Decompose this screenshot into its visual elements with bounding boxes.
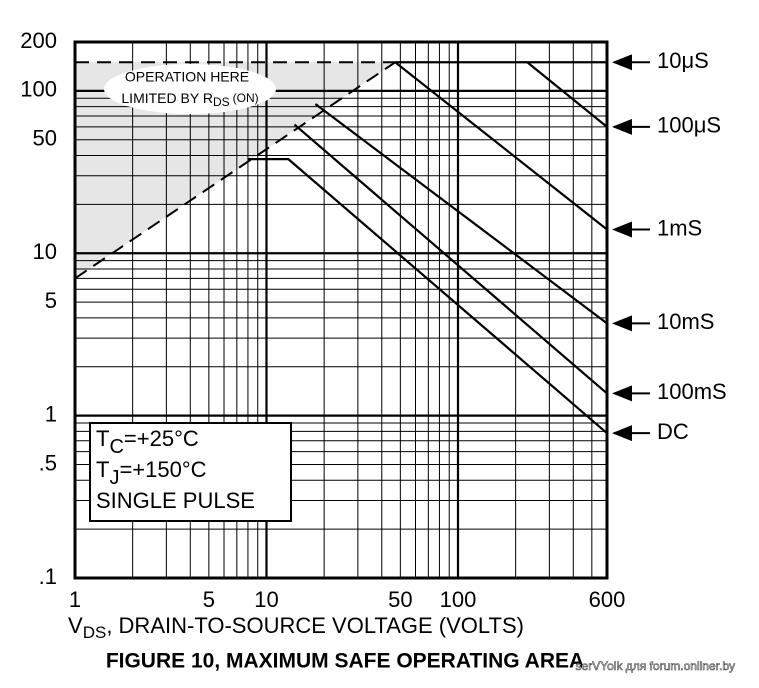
- condition-part: T: [96, 457, 109, 482]
- x-label-part: V: [68, 613, 83, 638]
- annotation-bubble: [104, 64, 276, 114]
- y-tick-label: 1: [45, 401, 57, 426]
- condition-text: SINGLE PULSE: [96, 488, 255, 513]
- x-tick-label: 100: [440, 587, 477, 612]
- y-tick-label: 10: [33, 239, 57, 264]
- y-tick-label: 5: [45, 288, 57, 313]
- legend-label: 10mS: [657, 309, 714, 334]
- x-tick-label: 1: [69, 587, 81, 612]
- annotation-sub: DS: [213, 95, 230, 109]
- rds-limit-line: [74, 61, 396, 280]
- soa-line: [394, 61, 608, 231]
- x-tick-label: 600: [589, 587, 626, 612]
- watermark: serVYolk для forum.onliner.by: [576, 659, 735, 673]
- legend-label: 1mS: [657, 215, 702, 240]
- annotation-part: (ON): [233, 91, 259, 105]
- condition-text: TJ=+150°C: [96, 457, 207, 489]
- condition-sub: C: [109, 436, 123, 458]
- chart-title: FIGURE 10, MAXIMUM SAFE OPERATING AREA: [106, 650, 584, 673]
- x-label-part: , DRAIN-TO-SOURCE VOLTAGE (VOLTS): [106, 613, 524, 638]
- y-tick-label: 100: [20, 77, 57, 102]
- legend-label: 100mS: [657, 379, 727, 404]
- plot-frame: [73, 40, 609, 580]
- x-tick-label: 10: [254, 587, 278, 612]
- soa-line: [293, 123, 608, 395]
- legend-label: DC: [657, 419, 689, 444]
- soa-line: [526, 61, 608, 128]
- legend-label: 100μS: [657, 113, 721, 138]
- annotation-text: LIMITED BY RDS (ON): [121, 90, 258, 109]
- condition-part: T: [96, 426, 109, 451]
- soa-line: [247, 158, 608, 434]
- x-tick-label: 50: [388, 587, 412, 612]
- soa-line: [314, 103, 608, 325]
- x-label-sub: DS: [83, 623, 107, 642]
- y-tick-label: .1: [39, 564, 57, 589]
- x-axis-label: VDS, DRAIN-TO-SOURCE VOLTAGE (VOLTS): [68, 613, 524, 643]
- condition-part: SINGLE PULSE: [96, 488, 255, 513]
- condition-part: =+25°C: [124, 426, 199, 451]
- x-tick-label: 5: [203, 587, 215, 612]
- y-tick-label: 50: [33, 126, 57, 151]
- y-tick-label: .5: [39, 450, 57, 475]
- legend-label: 10μS: [657, 48, 709, 73]
- condition-text: TC=+25°C: [96, 426, 199, 458]
- conditions-box: [89, 422, 292, 522]
- condition-sub: J: [109, 467, 119, 489]
- annotation-text: OPERATION HERE: [125, 69, 249, 85]
- y-tick-label: 200: [20, 28, 57, 53]
- annotation-part: LIMITED BY R: [121, 90, 213, 106]
- condition-part: =+150°C: [119, 457, 206, 482]
